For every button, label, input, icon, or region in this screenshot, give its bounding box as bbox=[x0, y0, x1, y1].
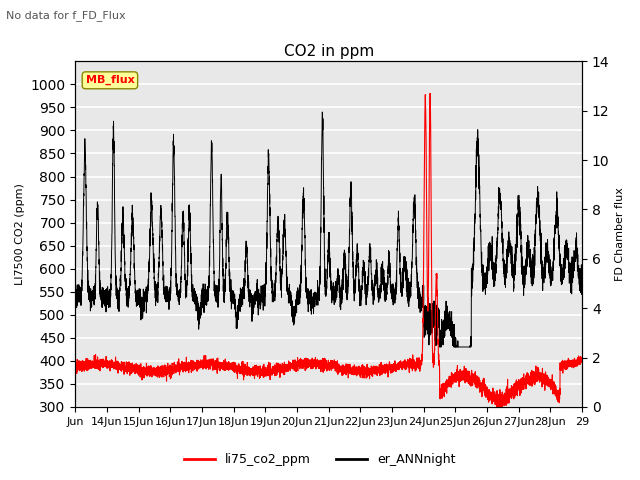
Text: No data for f_FD_Flux: No data for f_FD_Flux bbox=[6, 10, 126, 21]
Legend: li75_co2_ppm, er_ANNnight: li75_co2_ppm, er_ANNnight bbox=[179, 448, 461, 471]
Y-axis label: LI7500 CO2 (ppm): LI7500 CO2 (ppm) bbox=[15, 183, 25, 285]
Y-axis label: FD Chamber flux: FD Chamber flux bbox=[615, 187, 625, 281]
Title: CO2 in ppm: CO2 in ppm bbox=[284, 44, 374, 59]
Text: MB_flux: MB_flux bbox=[86, 75, 134, 85]
